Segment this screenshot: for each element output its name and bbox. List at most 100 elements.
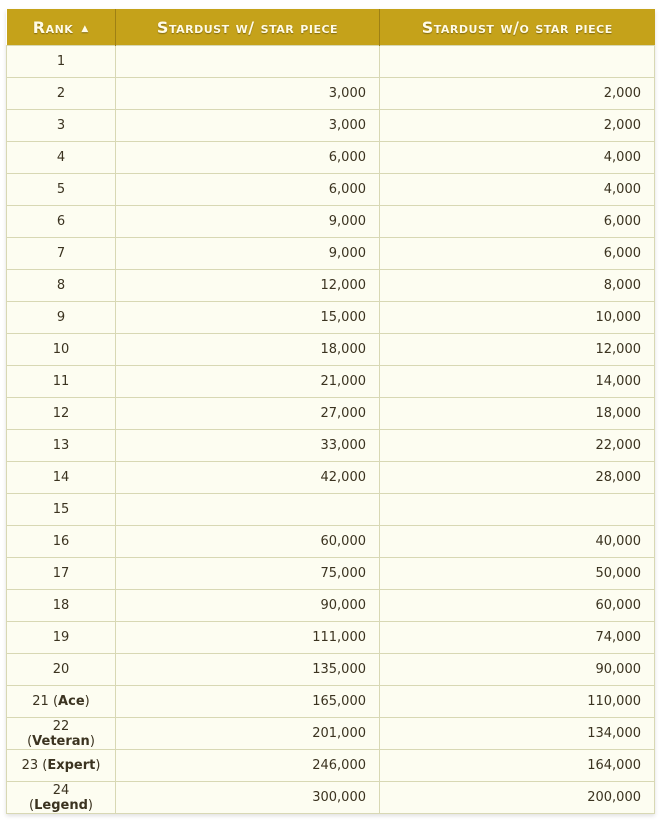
stardust-with-star-piece-cell: 42,000	[115, 461, 380, 494]
table-row: 12 27,000 18,000	[6, 397, 655, 430]
table-row: 15	[6, 493, 655, 526]
stardust-with-star-piece-cell: 246,000	[115, 749, 380, 782]
stardust-with-star-piece-cell: 3,000	[115, 109, 380, 142]
stardust-without-star-piece-cell: 60,000	[379, 589, 655, 622]
rank-number: 10	[52, 342, 70, 357]
stardust-with-star-piece-cell: 9,000	[115, 205, 380, 238]
table-row: 5 6,000 4,000	[6, 173, 655, 206]
rank-cell: 18	[6, 589, 116, 622]
table-row: 24 (Legend) 300,000 200,000	[6, 781, 655, 814]
table-row: 2 3,000 2,000	[6, 77, 655, 110]
stardust-with-star-piece-cell: 300,000	[115, 781, 380, 814]
stardust-with-star-piece-cell: 21,000	[115, 365, 380, 398]
stardust-with-star-piece-cell: 6,000	[115, 141, 380, 174]
table-row: 18 90,000 60,000	[6, 589, 655, 622]
table-row: 3 3,000 2,000	[6, 109, 655, 142]
rank-cell: 9	[6, 301, 116, 334]
table-row: 13 33,000 22,000	[6, 429, 655, 462]
stardust-without-star-piece-cell	[379, 45, 655, 78]
rank-cell: 15	[6, 493, 116, 526]
rank-number: 9	[56, 310, 66, 325]
rank-number: 22	[52, 718, 70, 734]
rank-cell: 14	[6, 461, 116, 494]
stardust-with-star-piece-cell: 3,000	[115, 77, 380, 110]
table-row: 9 15,000 10,000	[6, 301, 655, 334]
stardust-with-star-piece-cell: 111,000	[115, 621, 380, 654]
table-row: 16 60,000 40,000	[6, 525, 655, 558]
rank-cell: 21 (Ace)	[6, 685, 116, 718]
stardust-with-star-piece-cell: 90,000	[115, 589, 380, 622]
rank-cell: 23 (Expert)	[6, 749, 116, 782]
stardust-without-star-piece-cell: 134,000	[379, 717, 655, 750]
stardust-without-star-piece-cell	[379, 493, 655, 526]
rank-number: 23	[21, 758, 39, 773]
rank-number: 19	[52, 630, 70, 645]
stardust-without-star-piece-cell: 90,000	[379, 653, 655, 686]
rank-number: 2	[56, 86, 66, 101]
rank-cell: 3	[6, 109, 116, 142]
rank-cell: 11	[6, 365, 116, 398]
rank-number: 6	[56, 214, 66, 229]
rank-title: Expert	[47, 758, 96, 773]
stardust-with-star-piece-cell: 12,000	[115, 269, 380, 302]
table-row: 17 75,000 50,000	[6, 557, 655, 590]
rank-cell: 12	[6, 397, 116, 430]
table-row: 1	[6, 45, 655, 78]
table-row: 4 6,000 4,000	[6, 141, 655, 174]
stardust-without-star-piece-cell: 200,000	[379, 781, 655, 814]
rank-cell: 24 (Legend)	[6, 781, 116, 814]
stardust-without-star-piece-cell: 164,000	[379, 749, 655, 782]
table-row: 21 (Ace) 165,000 110,000	[6, 685, 655, 718]
table-row: 14 42,000 28,000	[6, 461, 655, 494]
table-row: 22 (Veteran) 201,000 134,000	[6, 717, 655, 750]
rank-cell: 2	[6, 77, 116, 110]
stardust-with-star-piece-cell: 201,000	[115, 717, 380, 750]
stardust-with-star-piece-cell: 27,000	[115, 397, 380, 430]
table-row: 8 12,000 8,000	[6, 269, 655, 302]
rank-column-header[interactable]: Rank ▲	[6, 9, 116, 46]
stardust-with-star-piece-cell: 15,000	[115, 301, 380, 334]
rank-header-label: Rank	[32, 17, 74, 37]
stardust-without-star-piece-cell: 110,000	[379, 685, 655, 718]
stardust-without-star-piece-cell: 74,000	[379, 621, 655, 654]
table-row: 6 9,000 6,000	[6, 205, 655, 238]
rank-cell: 19	[6, 621, 116, 654]
stardust-with-star-piece-cell: 135,000	[115, 653, 380, 686]
rank-cell: 22 (Veteran)	[6, 717, 116, 750]
rank-number: 14	[52, 470, 70, 485]
rank-cell: 17	[6, 557, 116, 590]
rank-number: 8	[56, 278, 66, 293]
table-row: 7 9,000 6,000	[6, 237, 655, 270]
stardust-without-star-piece-cell: 4,000	[379, 141, 655, 174]
stardust-without-star-piece-cell: 6,000	[379, 237, 655, 270]
stardust-without-star-piece-cell: 6,000	[379, 205, 655, 238]
rank-number: 4	[56, 150, 66, 165]
rank-number: 3	[56, 118, 66, 133]
stardust-without-star-piece-cell: 14,000	[379, 365, 655, 398]
rank-cell: 6	[6, 205, 116, 238]
rank-number: 21	[32, 694, 49, 709]
stardust-table: Rank ▲ Stardust w/ star piece Stardust w/…	[6, 9, 655, 814]
rank-number: 13	[52, 438, 70, 453]
rank-number: 16	[52, 534, 70, 549]
rank-cell: 4	[6, 141, 116, 174]
without-star-piece-column-header[interactable]: Stardust w/o star piece	[379, 9, 655, 46]
stardust-without-star-piece-cell: 50,000	[379, 557, 655, 590]
stardust-with-star-piece-cell	[115, 45, 380, 78]
rank-cell: 7	[6, 237, 116, 270]
rank-number: 17	[52, 566, 70, 581]
rank-cell: 8	[6, 269, 116, 302]
stardust-with-star-piece-cell: 9,000	[115, 237, 380, 270]
rank-number: 5	[56, 182, 66, 197]
with-star-piece-column-header[interactable]: Stardust w/ star piece	[115, 9, 380, 46]
rank-number: 11	[52, 374, 70, 389]
stardust-with-star-piece-cell: 60,000	[115, 525, 380, 558]
rank-cell: 1	[6, 45, 116, 78]
stardust-without-star-piece-cell: 12,000	[379, 333, 655, 366]
rank-number: 18	[52, 598, 70, 613]
rank-title: Legend	[34, 797, 88, 813]
stardust-with-star-piece-cell: 33,000	[115, 429, 380, 462]
stardust-with-star-piece-cell: 75,000	[115, 557, 380, 590]
sort-ascending-icon: ▲	[81, 23, 89, 34]
stardust-without-star-piece-cell: 8,000	[379, 269, 655, 302]
